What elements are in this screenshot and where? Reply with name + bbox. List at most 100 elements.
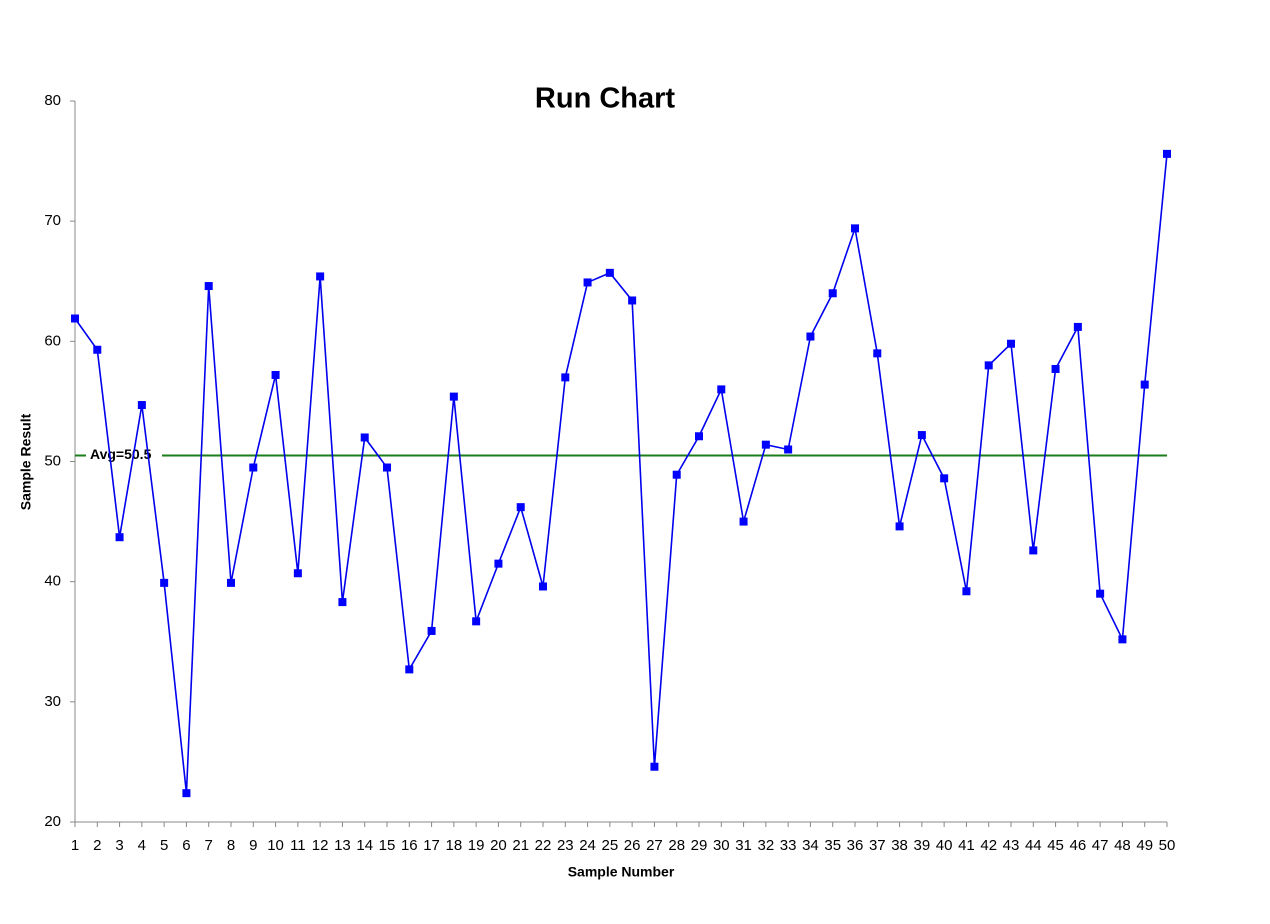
data-point [784, 445, 793, 454]
x-tick-label: 13 [334, 837, 351, 854]
data-point [271, 370, 280, 379]
data-point [293, 569, 302, 578]
average-label: Avg=50.5 [90, 446, 152, 462]
data-point [1073, 322, 1082, 331]
x-tick-label: 50 [1159, 837, 1176, 854]
data-point [761, 440, 770, 449]
x-tick-label: 11 [290, 837, 306, 854]
x-tick-label: 18 [446, 837, 463, 854]
average-label-bg [86, 445, 162, 466]
data-point [851, 224, 859, 233]
data-point [873, 349, 882, 358]
x-tick-label: 45 [1047, 837, 1064, 854]
data-point [806, 332, 815, 341]
data-point [160, 578, 169, 587]
x-tick-label: 37 [869, 837, 886, 854]
x-tick-label: 48 [1114, 837, 1131, 854]
data-point [449, 392, 458, 401]
y-tick-label: 80 [44, 92, 61, 109]
x-tick-label: 26 [624, 837, 641, 854]
x-tick-label: 41 [958, 837, 975, 854]
x-tick-label: 5 [160, 837, 168, 854]
data-point [360, 433, 369, 442]
data-point [628, 296, 637, 305]
x-tick-label: 4 [138, 837, 146, 854]
x-tick-label: 1 [71, 837, 79, 854]
data-point [1118, 635, 1127, 644]
x-tick-label: 46 [1070, 837, 1087, 854]
y-axis-title: Sample Result [18, 413, 34, 510]
data-point [1029, 546, 1038, 555]
data-point [494, 559, 503, 568]
data-point [182, 789, 191, 798]
x-tick-label: 21 [512, 837, 529, 854]
data-point [516, 503, 525, 512]
x-tick-label: 23 [557, 837, 574, 854]
y-tick-label: 70 [44, 212, 61, 229]
x-tick-label: 34 [802, 837, 819, 854]
data-point [93, 345, 102, 354]
x-tick-label: 10 [267, 837, 284, 854]
x-axis-title: Sample Number [568, 864, 675, 880]
data-point [249, 463, 258, 472]
x-tick-label: 24 [579, 837, 596, 854]
x-tick-label: 20 [490, 837, 507, 854]
x-tick-label: 27 [646, 837, 663, 854]
x-tick-label: 7 [205, 837, 213, 854]
data-point [472, 617, 481, 626]
data-point [71, 314, 79, 323]
x-tick-label: 38 [891, 837, 908, 854]
x-tick-label: 2 [93, 837, 101, 854]
data-point [137, 401, 146, 410]
data-point [539, 582, 547, 591]
x-tick-label: 36 [847, 837, 864, 854]
x-tick-label: 47 [1092, 837, 1109, 854]
data-point [227, 578, 235, 587]
data-point [717, 385, 726, 394]
data-point [672, 470, 681, 479]
chart-title: Run Chart [535, 83, 676, 115]
data-point [984, 361, 993, 370]
data-point [739, 517, 748, 526]
data-point [1163, 149, 1171, 158]
x-tick-label: 6 [182, 837, 190, 854]
y-tick-label: 40 [44, 573, 61, 590]
x-tick-label: 25 [602, 837, 619, 854]
y-tick-label: 60 [44, 332, 61, 349]
data-line [74, 153, 1168, 794]
data-point [1007, 339, 1015, 348]
x-tick-label: 39 [914, 837, 931, 854]
data-point [917, 431, 926, 440]
data-point [828, 289, 837, 298]
x-tick-label: 40 [936, 837, 953, 854]
data-point [1051, 364, 1060, 373]
x-tick-label: 14 [356, 837, 373, 854]
x-tick-label: 33 [780, 837, 797, 854]
data-point [650, 762, 659, 771]
data-point [962, 587, 971, 596]
data-point [940, 474, 949, 483]
x-tick-label: 15 [379, 837, 396, 854]
data-point [1140, 380, 1149, 389]
data-point [316, 272, 325, 281]
data-point [383, 463, 391, 472]
x-tick-label: 35 [824, 837, 841, 854]
x-tick-label: 32 [758, 837, 775, 854]
data-point [895, 522, 904, 531]
x-tick-label: 16 [401, 837, 418, 854]
x-tick-label: 29 [691, 837, 708, 854]
data-point [605, 268, 614, 277]
x-tick-label: 44 [1025, 837, 1042, 854]
data-point [583, 278, 592, 287]
x-tick-label: 28 [668, 837, 685, 854]
x-tick-label: 3 [115, 837, 123, 854]
x-tick-label: 9 [249, 837, 257, 854]
y-tick-label: 50 [44, 452, 61, 469]
x-tick-label: 12 [312, 837, 329, 854]
x-tick-label: 49 [1136, 837, 1153, 854]
x-tick-label: 31 [735, 837, 752, 854]
data-point [338, 598, 347, 607]
data-point [405, 665, 414, 674]
